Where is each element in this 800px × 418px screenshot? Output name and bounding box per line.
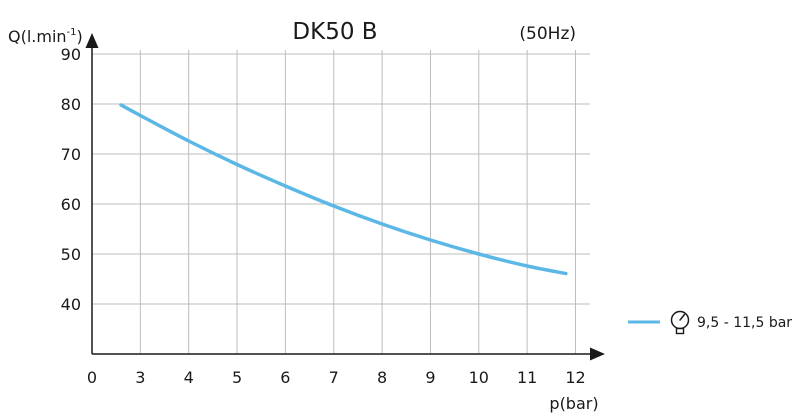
x-tick-label-7: 7 bbox=[329, 368, 339, 387]
x-origin-label: 0 bbox=[87, 368, 97, 387]
y-tick-label-70: 70 bbox=[61, 145, 81, 164]
tick-labels: 3 4 5 6 7 8 9 10 11 12 40 50 60 70 80 90 bbox=[61, 45, 586, 387]
y-axis-label-close: ) bbox=[77, 27, 83, 46]
y-tick-label-60: 60 bbox=[61, 195, 81, 214]
pressure-gauge-icon bbox=[670, 310, 690, 335]
y-tick-label-80: 80 bbox=[61, 95, 81, 114]
x-tick-label-5: 5 bbox=[232, 368, 242, 387]
x-axis-label: p(bar) bbox=[549, 394, 598, 413]
series-line-0 bbox=[119, 103, 568, 276]
series-lines bbox=[119, 103, 568, 276]
y-axis-label: Q(l.min-1) bbox=[8, 27, 83, 46]
grid bbox=[92, 50, 590, 354]
chart-subtitle: (50Hz) bbox=[519, 24, 576, 44]
legend: 9,5 - 11,5 bar bbox=[628, 310, 792, 335]
y-tick-label-90: 90 bbox=[61, 45, 81, 64]
x-tick-label-3: 3 bbox=[135, 368, 145, 387]
y-axis-label-main: Q(l.min bbox=[8, 27, 67, 46]
y-tick-label-50: 50 bbox=[61, 245, 81, 264]
axes bbox=[85, 33, 605, 361]
x-tick-label-12: 12 bbox=[565, 368, 585, 387]
x-axis-arrow bbox=[590, 347, 605, 361]
y-axis-arrow bbox=[85, 33, 99, 48]
x-tick-label-10: 10 bbox=[469, 368, 489, 387]
x-tick-label-4: 4 bbox=[184, 368, 194, 387]
chart-title: DK50 B bbox=[292, 19, 377, 45]
y-axis-label-superscript: -1 bbox=[67, 27, 77, 38]
x-tick-label-9: 9 bbox=[425, 368, 435, 387]
x-tick-label-11: 11 bbox=[517, 368, 537, 387]
y-tick-label-40: 40 bbox=[61, 295, 81, 314]
legend-label-0: 9,5 - 11,5 bar bbox=[697, 315, 792, 331]
x-tick-label-6: 6 bbox=[280, 368, 290, 387]
x-tick-label-8: 8 bbox=[377, 368, 387, 387]
